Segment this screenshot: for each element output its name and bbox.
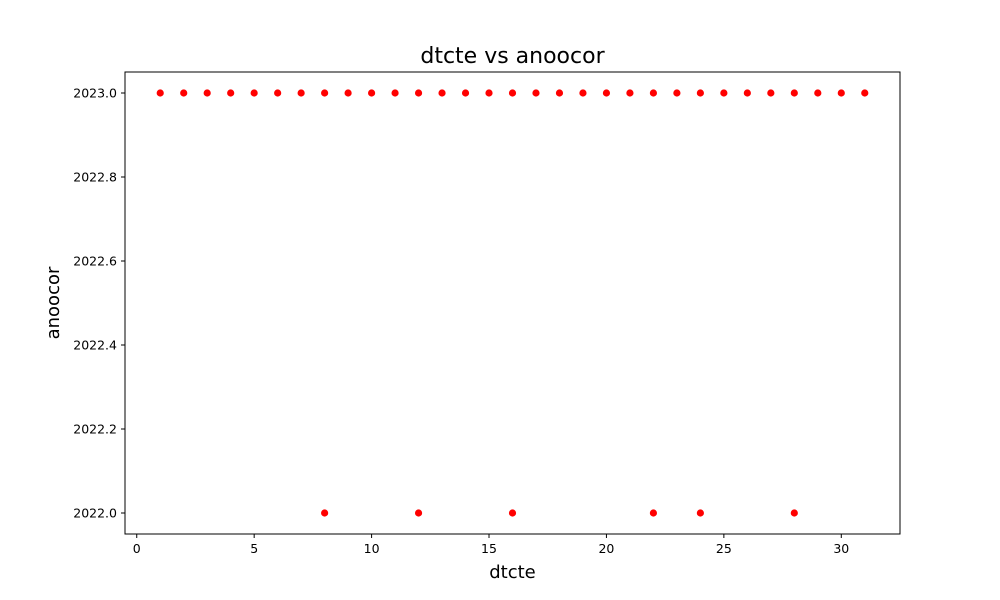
data-point [743,89,751,97]
data-point [861,89,869,97]
chart-title: dtcte vs anoocor [420,44,605,69]
data-point [696,509,704,517]
data-point [180,89,188,97]
plot-frame [124,71,901,535]
y-axis-title: anoocor [43,266,64,339]
x-tick-label: 15 [481,541,497,556]
data-point [321,509,329,517]
data-point [485,89,493,97]
data-point [720,89,728,97]
y-tick-label: 2023.0 [73,86,117,101]
data-point [767,89,775,97]
y-tick-label: 2022.2 [73,422,117,437]
data-point [227,89,235,97]
data-point [626,89,634,97]
x-tick-label: 25 [716,541,732,556]
data-point [532,89,540,97]
data-point [696,89,704,97]
x-tick-label: 30 [833,541,849,556]
data-point [391,89,399,97]
data-point [203,89,211,97]
x-tick-label: 10 [364,541,380,556]
plot-area: 0 5 10 15 20 25 30 2022.0 2022.2 2022.4 2022.6 2022… [73,86,869,556]
data-point [837,89,845,97]
x-tick-label: 0 [133,541,141,556]
y-tick-label: 2022.6 [73,254,117,269]
data-point [438,89,446,97]
data-point [649,509,658,517]
data-point [414,89,423,97]
y-tick-label: 2022.8 [73,170,117,185]
data-point [508,509,517,517]
data-point [321,89,329,97]
data-point [297,89,305,97]
data-point [414,509,423,517]
data-point [814,89,822,97]
x-tick-label: 20 [598,541,614,556]
data-point [555,89,564,97]
x-tick-label: 5 [250,541,258,556]
x-axis-title: dtcte [489,562,536,583]
data-point [344,89,352,97]
data-point [508,89,517,97]
data-point [461,89,470,97]
data-point [367,89,376,97]
data-point [649,89,658,97]
y-tick-label: 2022.0 [73,506,117,521]
y-tick-label: 2022.4 [73,338,117,353]
data-point [790,89,798,97]
data-point [790,509,798,517]
data-point [673,89,681,97]
data-point [579,89,587,97]
data-point [156,89,164,97]
data-point [250,89,258,97]
data-point [602,89,611,97]
data-point [274,89,282,97]
